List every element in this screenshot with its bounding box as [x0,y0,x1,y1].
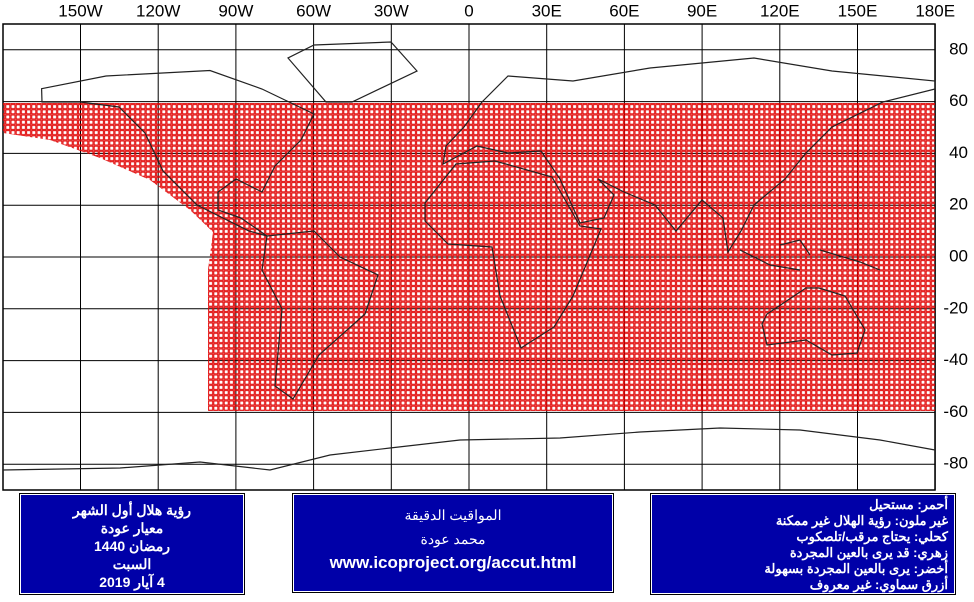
box-line: معيار عودة [100,520,164,536]
lat-label: 40 [949,143,968,162]
box-line: أخضر: يرى بالعين المجردة بسهولة [764,561,948,576]
lon-label: 120E [760,1,800,20]
africa [424,160,602,349]
axis-labels: 150W 120W 90W 60W 30W 0 30E 60E 90E 120E 150E 180E 8… [58,1,968,472]
box-line: غير ملون: رؤية الهلال غير ممكنة [775,513,948,528]
box-line: أزرق سماوي: غير معروف [809,577,948,592]
lat-label: 80 [949,39,968,58]
box-line: 4 آيار 2019 [99,574,165,590]
indonesia [739,239,881,271]
lat-label: -60 [943,402,968,421]
box-line: زهري: قد يرى بالعين المجردة [789,545,948,560]
lon-label: 60E [609,1,639,20]
lon-label: 30E [532,1,562,20]
impossible-region [3,103,935,411]
australia [761,287,866,356]
north-america [40,69,315,237]
lon-label: 120W [136,1,180,20]
lat-label: 20 [949,195,968,214]
info-box: رؤية هلال أول الشهر معيار عودة رمضان 1440 ا… [19,493,245,595]
lon-label: 150W [58,1,102,20]
lon-label: 60W [296,1,331,20]
legend-box: أحمر: مستحيل غير ملون: رؤية الهلال غير مم… [650,493,956,595]
box-line: محمد عودة [420,531,486,547]
coastlines [2,41,936,471]
lon-label: 30W [374,1,409,20]
box-line: كحلي: يحتاج مرقب/تلصكوب [796,529,948,544]
lon-label: 0 [464,1,473,20]
lon-label: 90W [218,1,253,20]
box-line: رمضان 1440 [94,538,170,554]
lat-label: 00 [949,246,968,265]
lon-label: 180E [915,1,955,20]
map: 150W 120W 90W 60W 30W 0 30E 60E 90E 120E 150E 180E 8… [2,1,968,491]
box-line: السبت [112,556,152,572]
antarctica [2,427,936,471]
box-line: المواقيت الدقيقة [404,507,502,523]
lat-label: 60 [949,91,968,110]
eurasia [442,57,936,254]
lon-label: 150E [838,1,878,20]
lat-label: -20 [943,298,968,317]
box-line: أحمر: مستحيل [869,497,948,512]
credit-box: المواقيت الدقيقة محمد عودة www.icoproject.… [292,493,614,593]
lon-label: 90E [687,1,717,20]
lat-label: -80 [943,454,968,473]
greenland [287,41,418,103]
box-line: www.icoproject.org/accut.html [329,553,577,572]
south-america [261,230,379,400]
box-line: رؤية هلال أول الشهر [72,502,192,518]
lat-label: -40 [943,350,968,369]
